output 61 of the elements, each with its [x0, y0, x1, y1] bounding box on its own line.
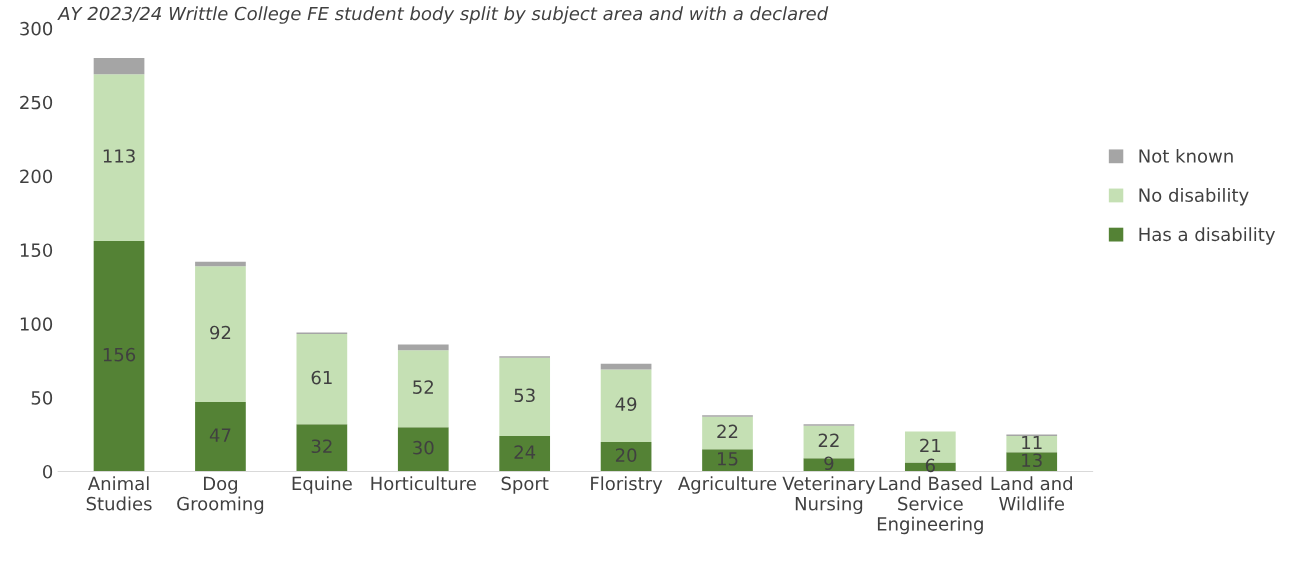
y-tick-label: 200: [20, 169, 53, 184]
y-tick-label: 300: [20, 21, 53, 36]
data-label: 61: [311, 370, 332, 385]
bar: [702, 449, 753, 472]
x-tick-label: Land and Wildlife: [991, 476, 1072, 511]
bar: [499, 357, 551, 436]
x-tick-label: Agriculture: [678, 476, 777, 494]
data-label: 15: [718, 452, 738, 466]
data-label: 92: [210, 325, 231, 340]
y-tick-label: 50: [31, 391, 53, 405]
x-tick-label: Land Based Service Engineering: [877, 476, 983, 535]
bar: [600, 363, 652, 370]
x-tick-label: Animal Studies: [86, 476, 152, 511]
data-label: 32: [311, 439, 332, 454]
data-label: 9: [824, 456, 834, 471]
bar: [1006, 436, 1058, 453]
bar: [600, 369, 652, 442]
data-label: 156: [103, 347, 136, 362]
data-label: 52: [413, 380, 433, 394]
data-label: 113: [103, 149, 135, 163]
bar: [93, 74, 145, 242]
bar: [1006, 452, 1058, 472]
x-tick-label: Floristry: [591, 476, 663, 494]
x-tick-label: Dog Grooming: [177, 476, 264, 514]
legend-label: No disability: [1139, 188, 1249, 206]
legend-label: Has a disability: [1139, 227, 1275, 245]
bar: [195, 266, 246, 403]
bar: [93, 57, 145, 75]
data-label: 13: [1022, 453, 1042, 468]
x-tick-label: Equine: [292, 476, 352, 494]
x-tick-label: Veterinary Nursing: [782, 476, 876, 514]
bar: [397, 427, 449, 472]
bar: [397, 350, 449, 428]
data-label: 24: [514, 445, 536, 459]
bar: [397, 344, 449, 351]
data-label: 22: [818, 433, 839, 447]
legend-label: Not known: [1139, 148, 1233, 163]
y-tick-label: 250: [20, 95, 53, 110]
bar: [195, 402, 246, 472]
data-label: 49: [615, 397, 637, 411]
bar: [702, 416, 753, 450]
y-tick-label: 150: [20, 243, 53, 258]
bar: [600, 441, 652, 472]
y-tick-label: 0: [43, 464, 53, 479]
bar: [499, 436, 551, 472]
data-label: 30: [413, 440, 434, 455]
x-tick-label: Sport: [501, 476, 549, 494]
bar: [296, 334, 348, 425]
y-tick-label: 100: [20, 317, 53, 331]
bar: [93, 241, 145, 472]
data-label: 22: [717, 424, 738, 439]
x-tick-label: Horticulture: [371, 476, 476, 491]
data-label: 21: [920, 438, 941, 453]
bar: [803, 458, 855, 472]
chart-title: AY 2023/24 Writtle College FE student body split by subject area and with a declared: [57, 6, 829, 24]
data-label: 53: [514, 388, 535, 403]
data-label: 20: [615, 448, 637, 462]
bar: [195, 261, 246, 267]
data-label: 11: [1022, 435, 1042, 450]
bar: [296, 424, 348, 472]
data-label: 47: [209, 428, 231, 442]
